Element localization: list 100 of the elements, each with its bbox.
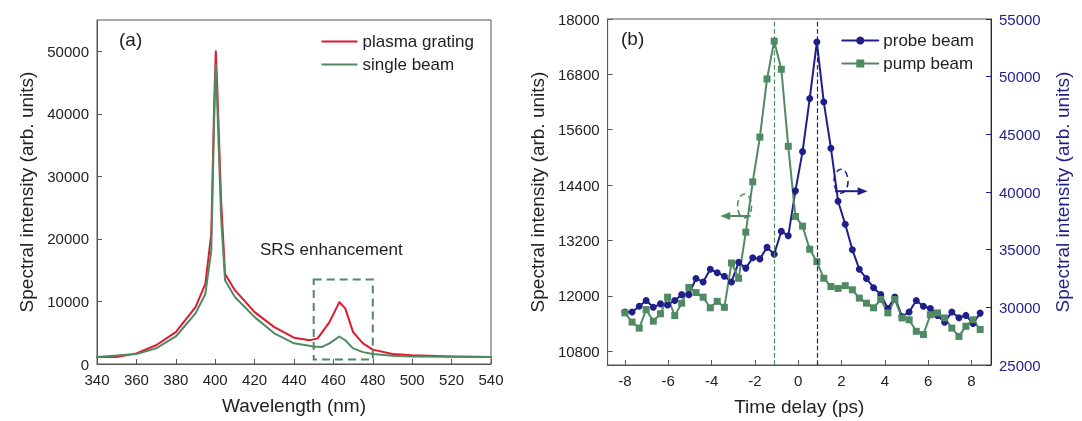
x-tick-label: 540: [478, 371, 504, 388]
point: [685, 291, 693, 299]
y-tick-label: 20000: [47, 230, 89, 248]
y-axis-title: Spectral intensity (arb. units): [16, 71, 38, 313]
point: [742, 228, 750, 236]
point: [912, 327, 920, 335]
point: [870, 304, 878, 312]
x-tick-label: 360: [123, 371, 149, 388]
x-tick-label: 4: [880, 372, 890, 389]
point: [728, 278, 736, 286]
point: [926, 311, 934, 319]
point: [848, 246, 856, 254]
point: [720, 303, 728, 311]
point: [685, 284, 693, 291]
point: [827, 144, 835, 152]
y2-tick-label: 30000: [999, 298, 1041, 316]
y2-tick-label: 50000: [999, 68, 1041, 86]
y2-axis-title: Spectral intensity (arb. units): [1052, 71, 1073, 313]
x-tick-label: 0: [794, 372, 803, 389]
x-tick-label: 2: [837, 372, 846, 389]
point: [749, 178, 757, 186]
point: [649, 317, 657, 325]
point: [628, 318, 636, 326]
point: [799, 222, 807, 230]
point: [720, 272, 728, 280]
point: [656, 300, 664, 308]
point: [763, 243, 771, 251]
point: [699, 293, 707, 301]
point: [777, 227, 785, 235]
point: [656, 310, 664, 318]
annotation: SRS enhancement: [259, 239, 403, 259]
point: [855, 265, 863, 273]
point: [912, 296, 920, 304]
y-tick-label: 40000: [47, 105, 89, 123]
point: [806, 245, 814, 253]
point: [919, 302, 927, 310]
point: [962, 311, 970, 319]
x-tick-label: 480: [360, 371, 386, 388]
point: [834, 284, 842, 292]
point: [635, 324, 643, 332]
x-tick-label: -2: [748, 372, 762, 389]
point: [955, 314, 963, 322]
point: [671, 296, 679, 304]
x-tick-label: -4: [704, 372, 719, 389]
y-tick-label: 50000: [47, 42, 89, 60]
x-tick-label: 380: [163, 371, 189, 388]
point: [841, 282, 849, 290]
y2-tick-label: 25000: [999, 356, 1041, 374]
point: [749, 254, 757, 262]
x-tick-label: 440: [281, 371, 307, 388]
point: [692, 289, 700, 297]
point: [862, 275, 870, 282]
x-tick-label: -6: [661, 372, 675, 389]
point: [820, 274, 828, 282]
x-tick-label: 420: [242, 371, 268, 388]
y-tick-label: 16800: [557, 65, 600, 83]
point: [791, 212, 799, 220]
x-tick-label: 520: [439, 371, 465, 388]
point: [742, 264, 750, 272]
y-tick-label: 30000: [47, 167, 89, 185]
point: [784, 232, 792, 240]
point: [955, 332, 963, 340]
y-tick-label: 18000: [557, 10, 600, 28]
point: [976, 309, 984, 317]
point: [735, 258, 743, 266]
point: [770, 37, 778, 45]
point: [962, 322, 970, 330]
annotation: (b): [621, 28, 645, 49]
point: [664, 301, 672, 309]
point: [848, 286, 856, 294]
x-tick-label: 8: [967, 372, 976, 389]
point: [642, 306, 650, 314]
point: [763, 75, 771, 83]
point: [713, 269, 721, 277]
point: [642, 296, 650, 304]
point: [671, 312, 679, 320]
point: [678, 299, 686, 307]
x-axis-title: Time delay (ps): [734, 396, 865, 417]
x-tick-label: 6: [924, 372, 933, 389]
point: [806, 95, 814, 103]
legend-label: probe beam: [883, 31, 975, 50]
point: [756, 133, 764, 141]
point: [678, 291, 686, 299]
point: [692, 275, 700, 282]
point: [791, 187, 799, 195]
x-axis-title: Wavelength (nm): [222, 395, 366, 416]
point: [969, 316, 977, 324]
point: [777, 65, 785, 73]
y-tick-label: 13200: [557, 231, 600, 249]
point: [706, 265, 714, 273]
point: [649, 303, 657, 311]
point: [735, 274, 743, 282]
legend-label: single beam: [362, 55, 455, 74]
point: [713, 297, 721, 305]
x-tick-label: 460: [320, 371, 346, 388]
point: [926, 304, 934, 312]
y-tick-label: 15600: [557, 121, 600, 139]
point: [820, 98, 828, 106]
point: [756, 255, 764, 263]
point: [870, 284, 878, 292]
